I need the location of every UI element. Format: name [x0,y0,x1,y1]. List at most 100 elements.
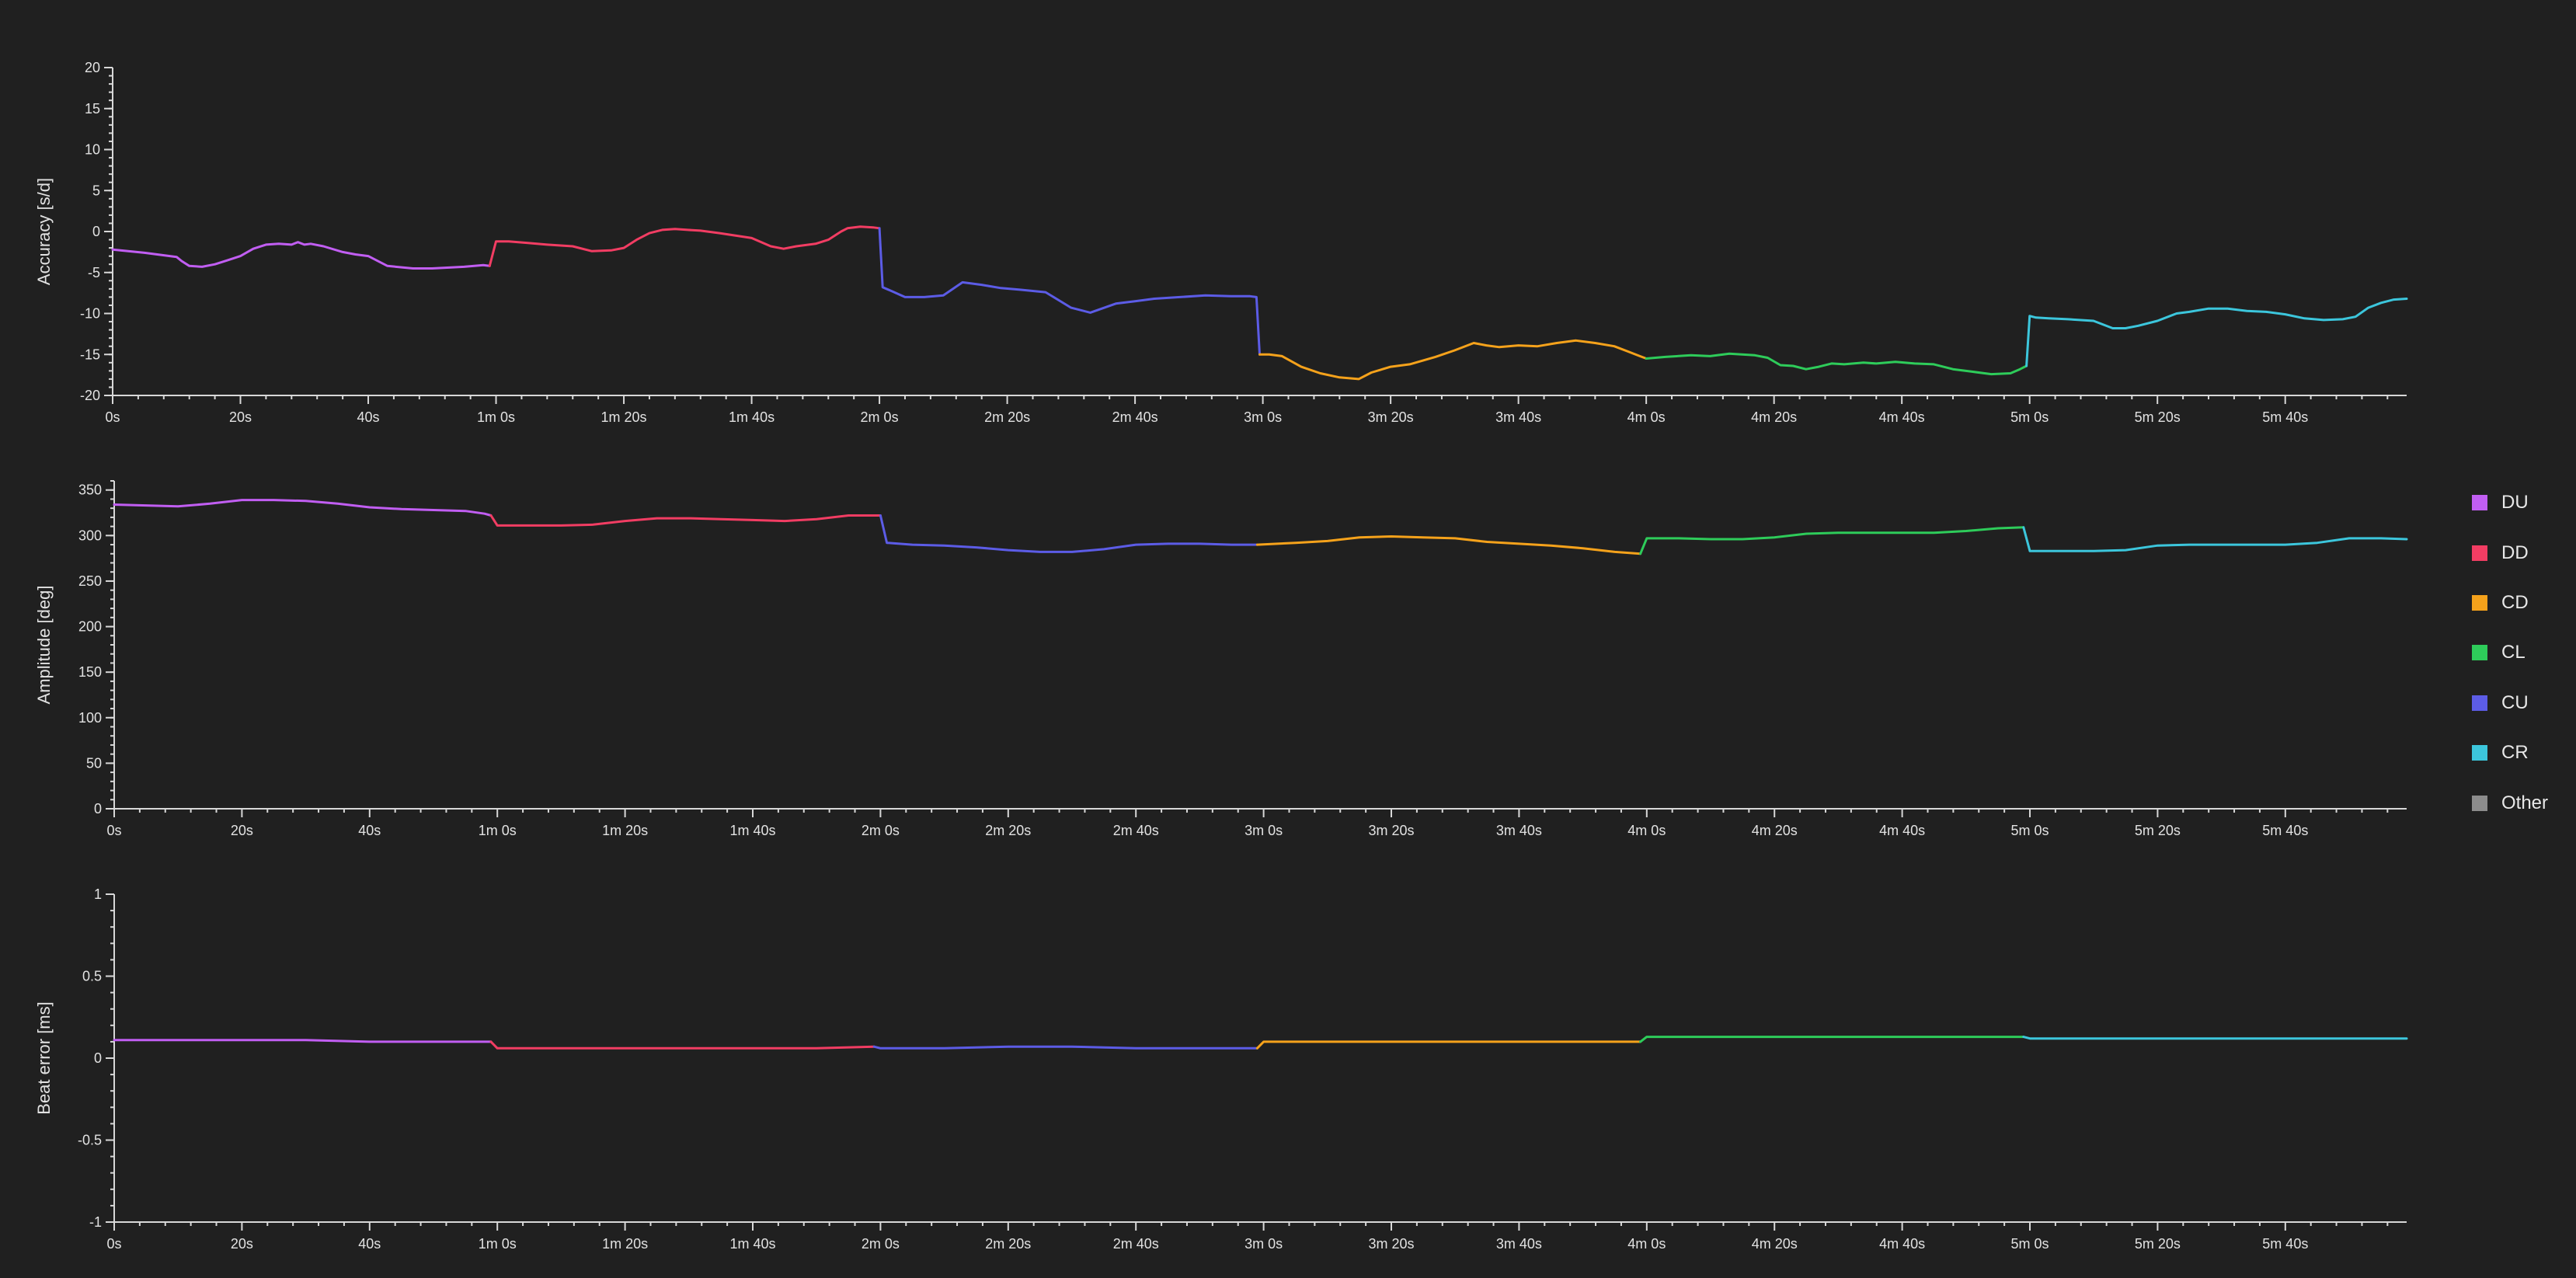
x-tick-label: 5m 0s [2010,409,2049,425]
chart-panel-2: 0 50 100 150 200 250 300 350 0s 20s 40s 1m 0s 1m 20s… [34,480,2408,838]
x-tick-label: 2m 40s [1112,409,1158,425]
legend-label: CR [2501,742,2529,764]
chart-panel-1: 20 15 10 5 0 -5 -10 -15 -20 0s 20s 40s 1m 0s 1m 20s 1m… [34,60,2408,425]
x-tick-label: 4m 20s [1751,409,1797,425]
y-tick-label: 10 [85,142,100,158]
series-line-du [111,241,491,270]
y-tick-label: 350 [78,482,102,498]
x-tick-label: 4m 40s [1879,823,1925,838]
x-tick-label: 4m 40s [1879,1236,1925,1252]
y-tick-label: 200 [78,619,102,635]
x-tick-label: 1m 20s [602,1236,648,1252]
x-tick-label: 2m 0s [862,1236,900,1252]
y-axis-label: Beat error [ms] [34,1001,54,1114]
series-line-cr [2025,298,2408,367]
y-tick-label: 0 [92,224,100,239]
x-tick-label: 40s [357,409,380,425]
series-line-cr [2022,1036,2408,1040]
x-tick-label: 5m 20s [2135,1236,2181,1252]
y-tick-label: 0 [94,801,102,817]
y-tick-label: -5 [88,265,100,280]
x-tick-label: 3m 0s [1244,823,1283,838]
x-tick-label: 4m 40s [1879,409,1925,425]
legend-item-dd[interactable]: DD [2472,528,2548,577]
x-tick-label: 0s [105,409,120,425]
x-tick-label: 2m 20s [985,823,1031,838]
y-axis-label: Amplitude [deg] [34,586,54,705]
legend-label: Other [2501,792,2549,813]
legend-item-cl[interactable]: CL [2472,628,2548,677]
series-line-cl [1639,1036,2025,1043]
legend-label: CU [2501,691,2529,713]
series-line-cd [1258,339,1648,381]
x-tick-label: 1m 40s [729,1236,775,1252]
y-tick-label: -20 [80,388,100,403]
x-tick-label: 2m 40s [1113,823,1159,838]
x-tick-label: 2m 20s [985,1236,1031,1252]
x-tick-label: 1m 40s [729,409,775,425]
legend-label: CD [2501,591,2529,613]
legend-swatch [2472,695,2487,711]
y-axis-label: Accuracy [s/d] [34,178,54,285]
x-tick-label: 1m 0s [479,1236,517,1252]
x-tick-label: 4m 20s [1752,1236,1798,1252]
x-tick-label: 4m 0s [1627,1236,1666,1252]
legend-item-other[interactable]: Other [2472,778,2548,827]
legend-swatch [2472,545,2487,561]
legend-swatch [2472,594,2487,611]
x-tick-label: 20s [231,823,253,838]
y-tick-label: -10 [80,306,100,322]
x-tick-label: 3m 40s [1495,409,1541,425]
legend-item-cr[interactable]: CR [2472,728,2548,778]
y-tick-label: 250 [78,573,102,589]
y-tick-label: 0.5 [82,969,102,984]
x-tick-label: 3m 0s [1244,409,1282,425]
series-line-dd [489,1040,875,1050]
x-tick-label: 5m 20s [2135,823,2181,838]
x-tick-label: 40s [358,1236,381,1252]
y-tick-label: 20 [85,60,100,75]
x-tick-label: 0s [106,1236,121,1252]
x-tick-label: 5m 0s [2011,823,2049,838]
legend-item-du[interactable]: DU [2472,478,2548,528]
x-tick-label: 2m 0s [862,823,900,838]
x-tick-label: 5m 40s [2262,1236,2308,1252]
y-tick-label: 0 [94,1050,102,1066]
series-line-cu [879,514,1258,553]
chart-panel-3: 1 0.5 0 -0.5 -10s 20s 40s 1m 0s 1m 20s 1m 40s 2m 0… [34,886,2408,1252]
x-tick-label: 20s [229,409,252,425]
x-tick-label: 20s [231,1236,253,1252]
x-tick-label: 1m 20s [602,823,648,838]
series-line-dd [488,225,881,267]
y-tick-label: 5 [92,183,100,198]
legend-item-cu[interactable]: CU [2472,678,2548,728]
legend-item-cd[interactable]: CD [2472,578,2548,628]
x-tick-label: 3m 40s [1496,823,1542,838]
y-tick-label: -15 [80,346,100,362]
y-tick-label: 150 [78,664,102,680]
x-tick-label: 1m 0s [477,409,515,425]
series-line-dd [489,514,882,527]
y-tick-label: 100 [78,710,102,726]
y-tick-label: 1 [94,886,102,902]
x-tick-label: 3m 20s [1368,823,1414,838]
x-tick-label: 3m 40s [1496,1236,1542,1252]
series-line-cl [1645,352,2028,376]
x-tick-label: 1m 20s [601,409,647,425]
series-line-cu [878,227,1261,356]
legend-swatch [2472,745,2487,761]
legend-label: CL [2501,642,2526,663]
legend-label: DU [2501,492,2529,514]
x-tick-label: 2m 0s [861,409,899,425]
x-tick-label: 2m 40s [1113,1236,1159,1252]
x-tick-label: 4m 0s [1627,823,1666,838]
x-tick-label: 2m 20s [984,409,1030,425]
legend-swatch [2472,645,2487,661]
x-tick-label: 3m 20s [1368,409,1414,425]
x-tick-label: 1m 40s [729,823,775,838]
y-tick-label: 15 [85,101,100,117]
x-tick-label: 5m 40s [2262,409,2308,425]
series-line-cl [1639,526,2025,555]
x-tick-label: 0s [106,823,121,838]
